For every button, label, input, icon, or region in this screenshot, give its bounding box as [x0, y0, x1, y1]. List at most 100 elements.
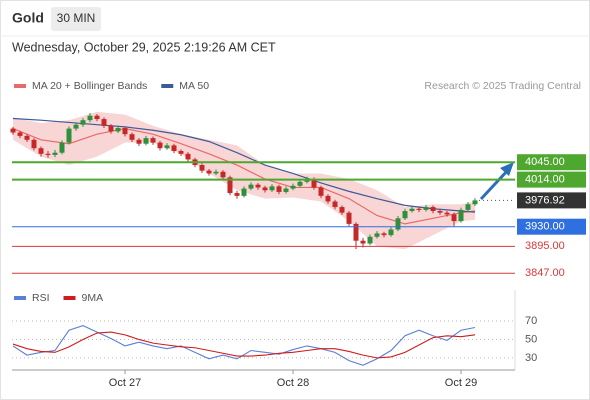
candle-body: [143, 138, 149, 144]
candle-body: [220, 171, 226, 178]
candle-body: [283, 188, 289, 192]
moving-average: [12, 127, 476, 225]
moving-average: [12, 117, 476, 213]
rsi-line: [12, 331, 476, 359]
candle-body: [472, 200, 478, 205]
candle-body: [451, 214, 457, 222]
legend-swatch: [14, 296, 26, 300]
legend-swatch: [161, 84, 174, 88]
level-label-box: [517, 218, 586, 235]
candle-body: [332, 201, 338, 208]
legend-label: RSI: [32, 292, 50, 304]
candle-body: [465, 204, 471, 210]
legend-label: 9MA: [82, 292, 104, 304]
candle-body: [297, 181, 303, 186]
x-tick-label: Oct 28: [277, 377, 309, 389]
candle-body: [52, 152, 58, 155]
candle-body: [374, 233, 380, 237]
legend-swatch: [63, 296, 76, 300]
level-label-box: [517, 154, 586, 171]
instrument-title: Gold: [12, 10, 44, 26]
candle-body: [311, 179, 317, 188]
candle-body: [227, 177, 233, 194]
level-label: 4014.00: [525, 174, 565, 186]
candle-body: [290, 185, 296, 189]
candle-body: [367, 236, 373, 244]
candle-body: [73, 124, 79, 129]
candle-body: [395, 218, 401, 230]
candle-body: [59, 142, 65, 153]
interval-label[interactable]: 30 MIN: [57, 11, 96, 25]
candle-body: [276, 186, 282, 192]
candle-body: [171, 145, 177, 152]
level-label: 3847.00: [525, 267, 565, 279]
candle-body: [325, 195, 331, 202]
interval-button[interactable]: [51, 7, 101, 31]
candle-body: [122, 128, 128, 135]
timestamp: Wednesday, October 29, 2025 2:19:26 AM C…: [12, 40, 276, 54]
y-tick-label: 70: [525, 315, 537, 327]
candle-body: [346, 212, 352, 224]
candle-body: [150, 138, 156, 143]
legend-swatch: [14, 84, 26, 88]
level-label: 3895.00: [525, 240, 565, 252]
last-price-label: 3976.92: [525, 194, 565, 206]
last-price-box: [517, 192, 586, 209]
candle-body: [213, 171, 219, 174]
candle-body: [136, 139, 142, 144]
level-label-box: [517, 171, 586, 188]
candle-body: [241, 188, 247, 196]
candle-body: [164, 145, 170, 149]
candle-body: [388, 229, 394, 236]
candle-body: [66, 128, 72, 143]
candle-body: [269, 186, 275, 191]
candle-body: [458, 209, 464, 222]
candle-body: [38, 148, 44, 154]
candle-body: [255, 184, 261, 188]
candle-body: [318, 187, 324, 196]
candle-body: [24, 135, 30, 140]
candle-body: [129, 134, 135, 140]
candle-body: [45, 153, 51, 155]
candle-body: [80, 120, 86, 125]
candle-body: [87, 115, 93, 121]
candle-body: [409, 208, 415, 211]
candle-body: [206, 170, 212, 174]
y-tick-label: 30: [525, 352, 537, 364]
candle-body: [437, 211, 443, 213]
candle-body: [94, 115, 100, 120]
legend-label: MA 50: [179, 80, 209, 92]
level-label: 4045.00: [525, 156, 565, 168]
candle-body: [416, 208, 422, 210]
candle-body: [248, 184, 254, 189]
x-tick-label: Oct 27: [109, 377, 141, 389]
candle-body: [339, 207, 345, 213]
candle-body: [381, 233, 387, 236]
candle-body: [353, 223, 359, 241]
candle-body: [444, 212, 450, 215]
candle-body: [234, 193, 240, 196]
candle-body: [31, 139, 37, 149]
candle-body: [430, 207, 436, 211]
candle-body: [402, 211, 408, 219]
candle-body: [17, 132, 23, 136]
credit: Research © 2025 Trading Central: [424, 80, 581, 92]
candle-body: [101, 119, 107, 126]
candle-body: [185, 153, 191, 160]
candle-body: [199, 165, 205, 171]
candle-body: [360, 240, 366, 244]
y-tick-label: 50: [525, 333, 537, 345]
candle-body: [10, 128, 16, 133]
projection-arrow: [479, 168, 510, 201]
candle-body: [157, 142, 163, 149]
candle-body: [178, 151, 184, 154]
legend-label: MA 20 + Bollinger Bands: [32, 80, 147, 92]
level-label: 3930.00: [525, 221, 565, 233]
candle-body: [262, 187, 268, 191]
candle-body: [108, 125, 114, 132]
projection-arrowhead: [500, 162, 514, 176]
x-tick-label: Oct 29: [445, 377, 477, 389]
candle-body: [115, 128, 121, 132]
